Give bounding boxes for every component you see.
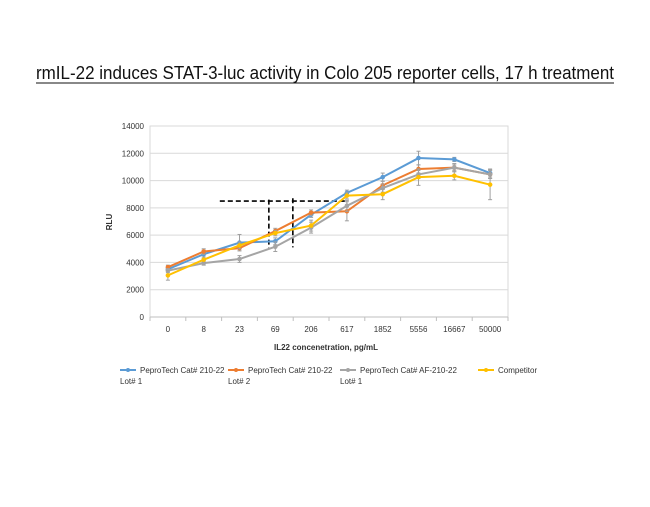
data-point <box>344 193 350 198</box>
x-tick-label: 206 <box>304 325 318 334</box>
y-tick-label: 12000 <box>122 149 145 158</box>
data-point <box>308 223 314 228</box>
y-tick-label: 8000 <box>126 204 144 213</box>
x-tick-label: 23 <box>235 325 244 334</box>
y-axis-label: RLU <box>105 214 114 231</box>
data-point <box>487 182 493 187</box>
x-tick-label: 617 <box>340 325 354 334</box>
data-point <box>201 249 206 254</box>
series-line <box>167 166 491 269</box>
legend-marker <box>484 368 488 372</box>
x-tick-label: 69 <box>271 325 280 334</box>
y-tick-label: 10000 <box>122 177 145 186</box>
data-point <box>452 157 457 162</box>
x-tick-label: 8 <box>201 325 206 334</box>
series-line <box>167 157 491 271</box>
x-tick-label: 16667 <box>443 325 466 334</box>
data-point <box>452 165 457 170</box>
data-point <box>201 257 206 263</box>
data-point <box>452 173 457 179</box>
data-point <box>273 244 278 250</box>
x-axis-label: IL22 concenetration, pg/mL <box>274 343 378 352</box>
y-tick-label: 14000 <box>122 122 145 131</box>
x-tick-label: 5556 <box>410 325 428 334</box>
data-point <box>273 230 278 236</box>
legend-marker <box>234 368 238 372</box>
x-tick-label: 50000 <box>479 325 502 334</box>
legend-label: Competitor <box>498 366 537 375</box>
y-tick-label: 2000 <box>126 286 144 295</box>
legend-label: PeproTech Cat# 210-22 <box>140 366 225 375</box>
data-point <box>380 174 386 180</box>
legend: PeproTech Cat# 210-22 Lot# 1 PeproTech Cat… <box>120 366 537 386</box>
y-tick-label: 4000 <box>126 258 144 267</box>
legend-label: PeproTech Cat# 210-22 <box>248 366 333 375</box>
legend-marker <box>346 368 350 372</box>
data-point <box>237 243 242 248</box>
data-point <box>165 273 171 278</box>
series-line <box>167 174 491 277</box>
legend-label: Lot# 1 <box>120 377 143 386</box>
series-3 <box>165 163 493 274</box>
plot-area <box>149 125 509 318</box>
y-tick-label: 0 <box>140 313 145 322</box>
legend-marker <box>126 368 130 372</box>
legend-label: PeproTech Cat# AF-210-22 <box>360 366 457 375</box>
series-line <box>167 166 491 272</box>
legend-label: Lot# 2 <box>228 377 251 386</box>
data-point <box>344 203 350 209</box>
data-point <box>416 174 421 180</box>
data-point <box>237 256 242 262</box>
data-point <box>380 191 386 197</box>
data-point <box>308 210 314 215</box>
chart-title: rmIL-22 induces STAT-3-luc activity in C… <box>36 63 614 83</box>
series-4 <box>165 168 493 281</box>
data-point <box>416 155 421 161</box>
x-tick-label: 0 <box>166 325 171 334</box>
x-tick-label: 1852 <box>374 325 392 334</box>
legend-label: Lot# 1 <box>340 377 363 386</box>
y-tick-label: 6000 <box>126 231 144 240</box>
